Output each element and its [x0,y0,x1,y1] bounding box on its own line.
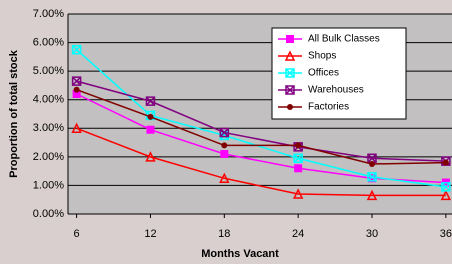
x-tick-label: 6 [74,228,80,240]
y-tick-label: 2.00% [33,151,64,163]
marker [74,87,80,93]
legend-label: Offices [308,68,339,79]
legend-label: Factories [308,102,349,113]
x-tick-label: 24 [292,228,304,240]
y-tick-label: 6.00% [33,36,64,48]
marker [294,164,302,172]
x-tick-label: 12 [144,228,156,240]
marker [147,114,153,120]
x-axis-title: Months Vacant [201,248,279,260]
x-tick-label: 30 [366,228,378,240]
marker [443,160,449,166]
marker [221,142,227,148]
x-tick-label: 18 [218,228,230,240]
marker [220,150,228,158]
marker [146,126,154,134]
x-tick-label: 36 [440,228,452,240]
marker [295,142,301,148]
y-tick-label: 0.00% [33,208,64,220]
y-tick-label: 1.00% [33,179,64,191]
y-tick-label: 5.00% [33,65,64,77]
page: {"chart_data": {"type": "line", "xlabel"… [0,0,452,264]
y-tick-label: 7.00% [33,8,64,20]
chart: Months Vacant Proportion of total stock … [0,0,452,264]
marker [286,35,294,43]
y-tick-label: 3.00% [33,122,64,134]
marker [369,161,375,167]
legend: All Bulk Classes Shops Offices Warehouses Fa… [272,28,406,119]
legend-label: Shops [308,51,336,62]
y-axis-title: Proportion of total stock [8,49,20,178]
marker [287,104,293,110]
legend-label: All Bulk Classes [308,34,380,45]
legend-label: Warehouses [308,85,364,96]
y-tick-label: 4.00% [33,94,64,106]
